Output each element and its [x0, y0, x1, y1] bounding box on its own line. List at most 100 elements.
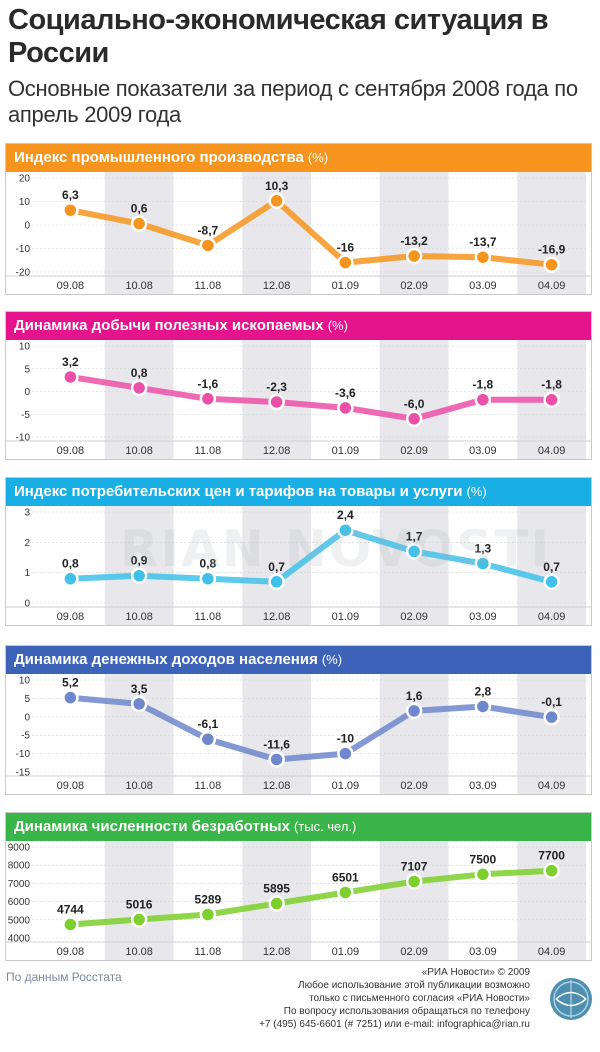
x-axis-cell — [311, 607, 380, 625]
y-tick-label: 5 — [24, 694, 30, 705]
y-tick-label: 6000 — [8, 897, 31, 908]
x-tick-label: 04.09 — [538, 946, 566, 958]
data-label: 10,3 — [265, 179, 289, 193]
x-tick-label: 02.09 — [400, 611, 428, 623]
x-axis-cell — [311, 441, 380, 459]
y-tick-label: 0 — [24, 599, 30, 610]
data-label: 4744 — [57, 902, 84, 916]
column-band — [379, 841, 449, 942]
ria-logo-icon — [550, 978, 592, 1020]
data-point — [62, 201, 79, 219]
data-label: -1,8 — [473, 378, 494, 392]
chart-svg: 10 5 0 -5 -10 -15 09.08 10.08 11.08 12.08 01.09 02.… — [6, 674, 591, 794]
x-tick-label: 02.09 — [400, 946, 428, 958]
x-tick-label: 03.09 — [469, 280, 497, 292]
x-tick-label: 09.08 — [57, 611, 85, 623]
data-label: -13,7 — [469, 235, 497, 249]
x-axis-cell — [517, 276, 586, 294]
column-band — [311, 340, 380, 441]
chart-unit: (%) — [307, 150, 329, 165]
y-tick-label: 7000 — [8, 879, 31, 890]
data-label: -1,8 — [541, 378, 562, 392]
x-tick-label: 01.09 — [332, 611, 360, 623]
x-axis-cell — [104, 942, 174, 960]
x-axis-cell — [242, 942, 311, 960]
data-point — [337, 745, 354, 762]
column-band — [517, 506, 586, 607]
x-tick-label: 09.08 — [57, 946, 85, 958]
x-tick-label: 12.08 — [263, 445, 291, 457]
data-label: -6,1 — [198, 717, 219, 731]
chart-panel-mining: Динамика добычи полезных ископаемых (%) 1… — [5, 311, 592, 460]
column-band — [517, 340, 586, 441]
footer-line: Любое использование этой публикации возм… — [298, 980, 530, 991]
data-point — [62, 689, 79, 706]
x-tick-label: 01.09 — [332, 780, 360, 792]
chart-header: Динамика добычи полезных ископаемых (%) — [6, 312, 591, 340]
data-point — [474, 555, 492, 572]
y-tick-label: 0 — [24, 221, 30, 232]
y-tick-label: 1 — [24, 568, 30, 579]
x-axis-cell — [311, 276, 380, 294]
y-tick-label: 0 — [24, 712, 30, 723]
x-axis-cell — [36, 942, 105, 960]
data-label: -6,0 — [404, 397, 425, 411]
footer-line: +7 (495) 645-6601 (# 7251) или e-mail: i… — [259, 1019, 530, 1030]
column-band — [36, 340, 105, 441]
data-point — [337, 521, 354, 539]
data-point — [268, 393, 285, 411]
y-tick-label: 10 — [19, 676, 31, 687]
x-axis-cell — [104, 776, 174, 794]
data-label: 7107 — [401, 859, 428, 873]
x-axis-cell — [104, 441, 174, 459]
x-axis-cell — [36, 607, 105, 625]
y-tick-label: 9000 — [8, 843, 31, 854]
x-axis-cell — [173, 942, 243, 960]
data-label: 3,5 — [131, 682, 148, 696]
x-tick-label: 04.09 — [538, 445, 566, 457]
column-band — [517, 841, 586, 942]
data-label: 0,7 — [543, 560, 560, 574]
x-tick-label: 11.08 — [195, 780, 222, 792]
data-point — [62, 916, 79, 933]
data-point — [337, 254, 354, 271]
x-axis-cell — [379, 441, 449, 459]
y-tick-label: -15 — [16, 768, 31, 779]
x-axis-cell — [173, 441, 243, 459]
x-tick-label: 01.09 — [332, 280, 360, 292]
data-point — [199, 570, 217, 587]
chart-header: Динамика численности безработных (тыс. че… — [6, 813, 591, 841]
chart-title: Динамика добычи полезных ископаемых — [14, 317, 324, 334]
data-label: 2,8 — [475, 684, 492, 698]
x-tick-label: 10.08 — [125, 946, 153, 958]
data-label: 0,8 — [200, 557, 217, 571]
data-point — [268, 192, 285, 210]
data-label: 0,8 — [131, 366, 148, 380]
x-axis-cell — [242, 276, 311, 294]
x-axis-cell — [379, 276, 449, 294]
x-axis-cell — [448, 276, 518, 294]
data-label: 5,2 — [62, 676, 79, 690]
x-axis-cell — [379, 776, 449, 794]
x-axis-cell — [242, 441, 311, 459]
x-tick-label: 12.08 — [263, 611, 291, 623]
data-point — [130, 567, 148, 584]
x-tick-label: 09.08 — [57, 445, 85, 457]
data-label: -13,2 — [400, 234, 428, 248]
x-tick-label: 11.08 — [195, 445, 222, 457]
y-tick-label: 10 — [19, 197, 31, 208]
y-tick-label: 5 — [24, 364, 30, 375]
data-point — [405, 702, 423, 720]
x-tick-label: 11.08 — [195, 280, 222, 292]
x-tick-label: 04.09 — [538, 280, 566, 292]
data-label: 5016 — [126, 898, 153, 912]
x-axis-cell — [36, 776, 105, 794]
column-band — [173, 172, 243, 276]
data-point — [199, 390, 217, 408]
chart-svg: 9000 8000 7000 6000 5000 4000 09.08 10.08 11.08 1… — [6, 841, 591, 960]
column-band — [173, 841, 243, 942]
chart-unit: (%) — [466, 484, 487, 499]
data-label: 3,2 — [62, 355, 79, 369]
x-tick-label: 03.09 — [469, 946, 497, 958]
y-tick-label: -10 — [16, 244, 31, 255]
